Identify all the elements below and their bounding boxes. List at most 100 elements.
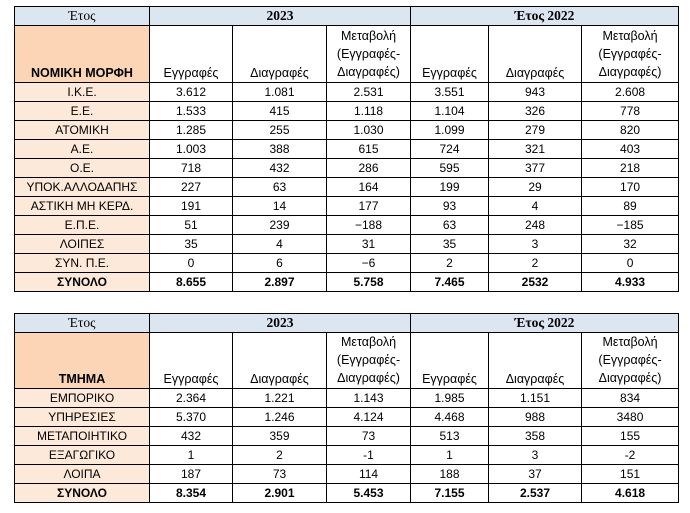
registrations-cell-2022: 2 [410, 253, 490, 273]
change-cell-2023: 4.124 [325, 407, 412, 427]
table-row: Α.Ε. 1.003 388 615 724 321 403 [14, 139, 680, 159]
registrations-cell-2023: 2.364 [149, 388, 233, 408]
deletions-cell-2022: 943 [488, 82, 583, 102]
row-label: Ε.Ε. [14, 101, 150, 121]
year-header-row: Έτος 2023 Έτος 2022 [14, 313, 680, 333]
registrations-cell-2022: 1.104 [410, 101, 490, 121]
table-row: ΛΟΙΠΑ 187 73 114 188 37 151 [14, 464, 680, 484]
deletions-cell-2023: 6 [232, 253, 327, 273]
year-header-row: Έτος 2023 Έτος 2022 [14, 6, 680, 26]
registrations-cell-2022: 513 [410, 426, 490, 446]
deletions-cell-2022: 3 [488, 445, 583, 465]
change-header-2022: Μεταβολή (Εγγραφές-Διαγραφές) [581, 25, 680, 83]
registrations-cell-2023: 227 [149, 177, 233, 197]
deletions-cell-2022: 377 [488, 158, 583, 178]
total-row: ΣΥΝΟΛΟ 8.655 2.897 5.758 7.465 2532 4.933 [14, 272, 680, 292]
deletions-cell-2022: 358 [488, 426, 583, 446]
registrations-header-2023: Εγγραφές [149, 332, 233, 389]
legal-form-rows: Ι.Κ.Ε. 3.612 1.081 2.531 3.551 943 2.608 Ε.Ε. 1.… [14, 82, 680, 292]
registrations-cell-2023: 0 [149, 253, 233, 273]
registrations-cell-2022: 1.099 [410, 120, 490, 140]
total-label: ΣΥΝΟΛΟ [14, 483, 150, 503]
registrations-cell-2022: 199 [410, 177, 490, 197]
change-cell-2023: 1.143 [325, 388, 412, 408]
row-label: Ε.Π.Ε. [14, 215, 150, 235]
table-row: ΜΕΤΑΠΟΙΗΤΙΚΟ 432 359 73 513 358 155 [14, 426, 680, 446]
registrations-cell-2022: 188 [410, 464, 490, 484]
registrations-cell-2023: 718 [149, 158, 233, 178]
deletions-cell-2023: 432 [232, 158, 327, 178]
change-cell-2022: 834 [581, 388, 680, 408]
deletions-cell-2023: 415 [232, 101, 327, 121]
deletions-cell-2023: 73 [232, 464, 327, 484]
total-deletions-cell-2022: 2.537 [488, 483, 583, 503]
table-row: ΥΠΗΡΕΣΙΕΣ 5.370 1.246 4.124 4.468 988 3480 [14, 407, 680, 427]
change-cell-2022: 218 [581, 158, 680, 178]
registrations-cell-2023: 35 [149, 234, 233, 254]
change-cell-2022: 170 [581, 177, 680, 197]
row-label: Ι.Κ.Ε. [14, 82, 150, 102]
row-label: ΥΠΟΚ.ΑΛΛΟΔΑΠΗΣ [14, 177, 150, 197]
sector-header: ΤΜΗΜΑ [14, 332, 150, 389]
total-change-cell-2023: 5.758 [325, 272, 412, 292]
change-cell-2022: −185 [581, 215, 680, 235]
registrations-cell-2022: 1.985 [410, 388, 490, 408]
total-deletions-cell-2022: 2532 [488, 272, 583, 292]
change-cell-2023: 73 [325, 426, 412, 446]
legal-form-header: ΝΟΜΙΚΗ ΜΟΡΦΗ [14, 25, 150, 83]
deletions-header-2023: Διαγραφές [232, 25, 327, 83]
table-row: ΣΥΝ. Π.Ε. 0 6 −6 2 2 0 [14, 253, 680, 273]
deletions-cell-2022: 321 [488, 139, 583, 159]
registrations-cell-2023: 191 [149, 196, 233, 216]
row-label: ΛΟΙΠΕΣ [14, 234, 150, 254]
deletions-cell-2022: 1.151 [488, 388, 583, 408]
change-cell-2022: 3480 [581, 407, 680, 427]
row-label: ΕΜΠΟΡΙΚΟ [14, 388, 150, 408]
change-header-2023: Μεταβολή (Εγγραφές-Διαγραφές) [325, 332, 412, 389]
column-header-row: ΤΜΗΜΑ Εγγραφές Διαγραφές Μεταβολή (Εγγρα… [14, 332, 680, 389]
total-row: ΣΥΝΟΛΟ 8.354 2.901 5.453 7.155 2.537 4.618 [14, 483, 680, 503]
registrations-cell-2023: 3.612 [149, 82, 233, 102]
total-change-cell-2022: 4.933 [581, 272, 680, 292]
change-cell-2022: 151 [581, 464, 680, 484]
registrations-cell-2023: 5.370 [149, 407, 233, 427]
deletions-cell-2023: 14 [232, 196, 327, 216]
change-cell-2023: 2.531 [325, 82, 412, 102]
table-row: ΑΣΤΙΚΗ ΜΗ ΚΕΡΔ. 191 14 177 93 4 89 [14, 196, 680, 216]
registrations-cell-2022: 3.551 [410, 82, 490, 102]
deletions-cell-2022: 279 [488, 120, 583, 140]
registrations-header-2022: Εγγραφές [410, 332, 490, 389]
change-cell-2023: 286 [325, 158, 412, 178]
registrations-header-2023: Εγγραφές [149, 25, 233, 83]
row-label: Ο.Ε. [14, 158, 150, 178]
total-registrations-cell-2023: 8.354 [149, 483, 233, 503]
registrations-cell-2023: 187 [149, 464, 233, 484]
change-cell-2023: -1 [325, 445, 412, 465]
row-label: ΣΥΝ. Π.Ε. [14, 253, 150, 273]
change-cell-2022: 89 [581, 196, 680, 216]
year-label-cell: Έτος [14, 6, 150, 26]
registrations-cell-2022: 1 [410, 445, 490, 465]
change-cell-2023: 615 [325, 139, 412, 159]
total-registrations-cell-2022: 7.465 [410, 272, 490, 292]
total-deletions-cell-2023: 2.897 [232, 272, 327, 292]
registrations-cell-2023: 1.285 [149, 120, 233, 140]
deletions-cell-2023: 359 [232, 426, 327, 446]
table-row: Ε.Ε. 1.533 415 1.118 1.104 326 778 [14, 101, 680, 121]
deletions-cell-2022: 37 [488, 464, 583, 484]
change-cell-2023: 164 [325, 177, 412, 197]
deletions-cell-2022: 3 [488, 234, 583, 254]
deletions-cell-2022: 4 [488, 196, 583, 216]
table-row: ΕΞΑΓΩΓΙΚΟ 1 2 -1 1 3 -2 [14, 445, 680, 465]
deletions-cell-2022: 29 [488, 177, 583, 197]
table-row: Ο.Ε. 718 432 286 595 377 218 [14, 158, 680, 178]
deletions-cell-2023: 1.081 [232, 82, 327, 102]
sector-table: Έτος 2023 Έτος 2022 ΤΜΗΜΑ Εγγραφές Διαγρ… [14, 313, 680, 503]
deletions-cell-2023: 4 [232, 234, 327, 254]
registrations-cell-2022: 35 [410, 234, 490, 254]
row-label: ΑΣΤΙΚΗ ΜΗ ΚΕΡΔ. [14, 196, 150, 216]
year-2022-header: Έτος 2022 [410, 313, 680, 333]
change-cell-2022: 0 [581, 253, 680, 273]
deletions-cell-2022: 248 [488, 215, 583, 235]
change-cell-2022: 2.608 [581, 82, 680, 102]
